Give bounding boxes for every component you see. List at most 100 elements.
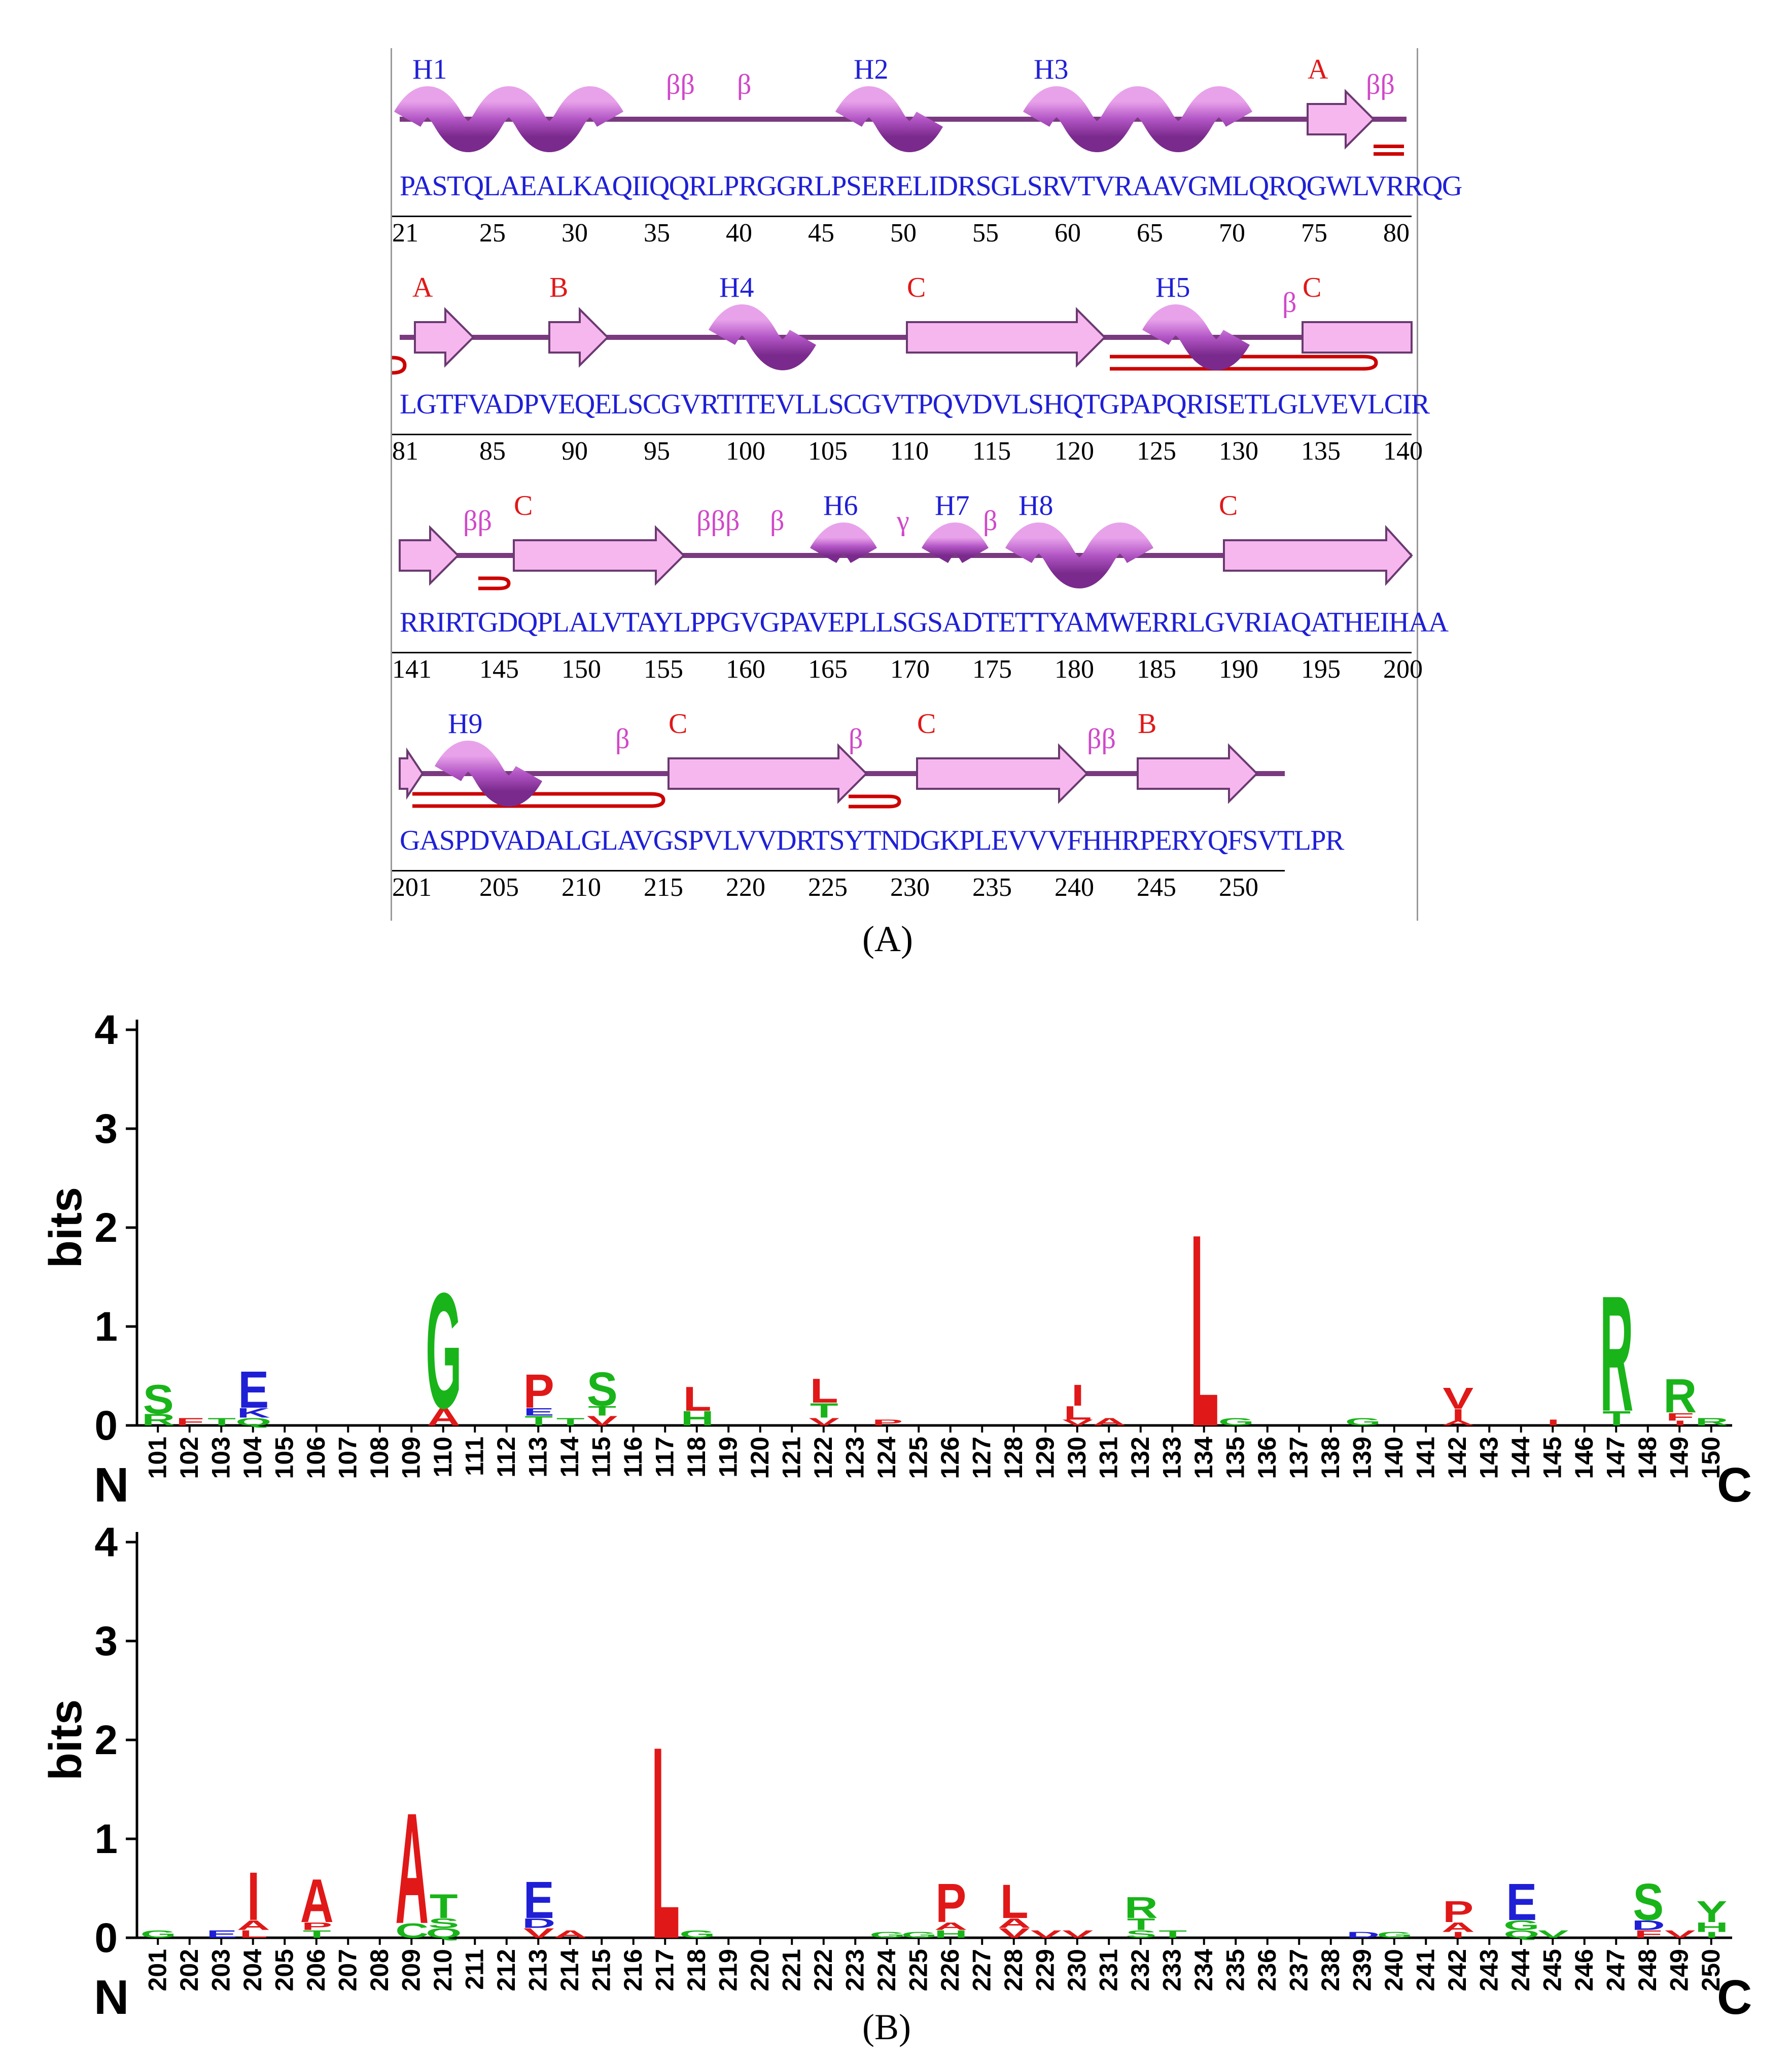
position-label: 129 [1031,1437,1059,1479]
logo-letter: V [1538,1928,1569,1940]
feature-label: A [412,272,433,303]
ruler-tick-label: 81 [392,437,418,466]
logo-letter: Y [1696,1895,1727,1929]
feature-label: H4 [719,272,754,303]
strand-c [906,307,1106,368]
logo-letter: R [142,1411,175,1429]
y-tick-label: 3 [94,1106,118,1152]
position-label: 219 [714,1949,742,1991]
position-label: 112 [492,1437,520,1478]
ruler-tick-label: 141 [392,655,432,684]
position-label: 141 [1411,1437,1439,1479]
logo-letter: A [427,1404,461,1431]
panel-b-label: (B) [862,2007,911,2047]
logo-letter: E [238,1360,269,1419]
strand-c [667,743,868,804]
ruler-tick-label: 90 [561,437,588,466]
feature-label: β [615,723,630,755]
n-terminus-label: N [94,1970,129,2025]
hairpin-mark [849,794,901,809]
logo-letter: I [1452,1930,1464,1939]
logo-letter: S [143,1377,174,1422]
position-ruler: 141 145 150 155 160 165 170 175 180 185 190 195 200 [392,652,1423,684]
strand-b [1137,743,1258,804]
strand-start [399,747,424,800]
feature-label: C [1303,272,1322,303]
y-tick-label: 4 [94,1519,118,1565]
ruler-tick-label: 21 [392,219,418,248]
position-label: 133 [1157,1437,1186,1479]
position-label: 203 [206,1949,235,1991]
position-label: 202 [175,1949,203,1991]
hairpin-bar [1374,152,1404,156]
ruler-tick-label: 130 [1219,437,1258,466]
hairpin-mark [1110,355,1378,371]
ruler-tick-label: 75 [1301,219,1327,248]
position-label: 138 [1316,1437,1345,1479]
ruler-tick-label: 160 [726,655,765,684]
ruler-tick-label: 225 [808,873,848,902]
logo-letter: S [1633,1873,1664,1931]
position-label: 209 [397,1949,425,1991]
logo-letter: I [1071,1379,1084,1413]
logo-letter: S [428,1915,459,1931]
ruler-line [392,434,1412,435]
helix-h4 [708,304,817,370]
position-label: 212 [492,1949,520,1991]
position-label: 221 [777,1949,805,1991]
position-label: 225 [904,1949,932,1991]
logo-letter: S [1126,1928,1156,1940]
position-label: 126 [936,1437,964,1479]
position-label: 223 [840,1949,869,1991]
position-label: 113 [523,1437,552,1478]
position-label: 217 [650,1949,679,1991]
helix-h5 [1142,304,1250,370]
ruler-tick-label: 65 [1137,219,1163,248]
position-label: 220 [746,1949,774,1991]
logo-letter: V [587,1413,618,1428]
position-label: 201 [143,1949,171,1991]
sequence-row-2: A B H4 C H5 β C LGTFVADPVEQELSCGVRTITEVL… [392,266,1430,469]
logo-letter: P [935,1872,966,1934]
ruler-tick-label: 145 [479,655,519,684]
position-label: 231 [1094,1949,1122,1991]
logo-letter: A [554,1928,587,1940]
strand-c [513,525,685,586]
position-label: 235 [1221,1949,1249,1991]
position-label: 236 [1253,1949,1281,1991]
position-label: 114 [555,1437,584,1478]
position-label: 118 [682,1437,711,1478]
logo-letter: V [1443,1381,1473,1415]
n-terminus-label: N [94,1458,129,1512]
position-label: 130 [1063,1437,1091,1479]
ruler-tick-label: 45 [808,219,834,248]
ruler-tick-label: 240 [1055,873,1094,902]
logo-letter: L [683,1380,712,1418]
position-label: 137 [1284,1437,1313,1479]
logo-letter: A [1442,1419,1475,1427]
strand-c [1302,321,1413,354]
position-label: 128 [999,1437,1028,1479]
ruler-tick-label: 35 [644,219,670,248]
y-axis-label: bits [41,1187,91,1268]
ruler-tick-label: 105 [808,437,848,466]
logo-letter: T [524,1413,553,1428]
logo-letter: L [651,1689,680,1996]
logo-letter: I [1705,1930,1718,1939]
position-label: 116 [619,1437,647,1478]
logo-letter: H [1695,1920,1729,1935]
position-label: 142 [1443,1437,1471,1479]
position-label: 240 [1380,1949,1408,1991]
structure-row-4 [399,741,1285,809]
ruler-tick-label: 125 [1137,437,1176,466]
logo-letter: T [430,1887,458,1926]
ruler-tick-label: 50 [890,219,917,248]
logo-letter: P [1443,1895,1473,1929]
ruler-tick-label: 30 [561,219,588,248]
logo-letter: T [1127,1915,1155,1933]
logo-letter: G [140,1928,177,1940]
feature-label: ββ [463,505,492,537]
